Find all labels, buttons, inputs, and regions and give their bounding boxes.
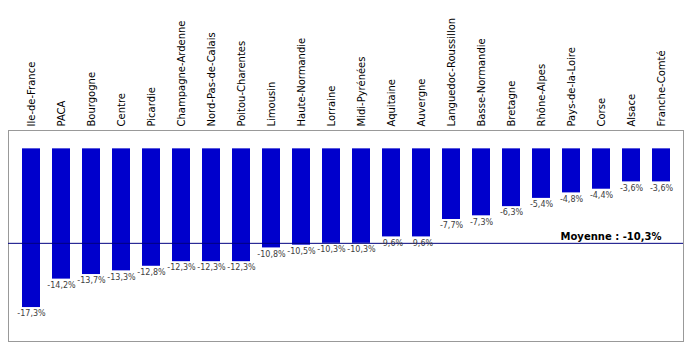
svg-text:-12,8%: -12,8% — [137, 268, 166, 277]
svg-text:Alsace: Alsace — [626, 94, 637, 127]
svg-text:-12,3%: -12,3% — [197, 263, 226, 272]
svg-text:-10,5%: -10,5% — [287, 247, 316, 256]
svg-text:-10,3%: -10,3% — [347, 245, 376, 254]
svg-text:Bourgogne: Bourgogne — [86, 72, 97, 127]
svg-text:-12,3%: -12,3% — [227, 263, 256, 272]
svg-text:-13,3%: -13,3% — [107, 273, 136, 282]
svg-text:Ile-de-France: Ile-de-France — [26, 62, 37, 127]
svg-text:-9,6%: -9,6% — [410, 239, 434, 248]
svg-text:Franche-Comté: Franche-Comté — [656, 50, 667, 126]
svg-text:Haute-Normandie: Haute-Normandie — [296, 38, 307, 127]
svg-text:-4,4%: -4,4% — [590, 191, 614, 200]
svg-text:Nord-Pas-de-Calais: Nord-Pas-de-Calais — [206, 32, 217, 126]
svg-text:PACA: PACA — [56, 100, 67, 126]
svg-text:Poitou-Charentes: Poitou-Charentes — [236, 41, 247, 127]
svg-text:Aquitaine: Aquitaine — [386, 79, 397, 126]
svg-text:-6,3%: -6,3% — [500, 208, 524, 217]
svg-text:-5,4%: -5,4% — [530, 200, 554, 209]
svg-text:-12,3%: -12,3% — [167, 263, 196, 272]
svg-text:Lorraine: Lorraine — [326, 86, 337, 127]
svg-text:Pays-de-la-Loire: Pays-de-la-Loire — [566, 47, 577, 126]
svg-text:Centre: Centre — [116, 93, 127, 126]
svg-text:Picardie: Picardie — [146, 87, 157, 126]
svg-text:Bretagne: Bretagne — [506, 81, 517, 127]
svg-text:-10,8%: -10,8% — [257, 250, 286, 259]
svg-text:-9,6%: -9,6% — [380, 239, 404, 248]
svg-text:Limousin: Limousin — [266, 82, 277, 127]
svg-text:-10,3%: -10,3% — [317, 245, 346, 254]
svg-text:-3,6%: -3,6% — [650, 184, 674, 193]
svg-text:Basse-Normandie: Basse-Normandie — [476, 38, 487, 126]
svg-text:Champagne-Ardenne: Champagne-Ardenne — [176, 21, 187, 127]
svg-text:-7,3%: -7,3% — [470, 217, 494, 226]
svg-text:-7,7%: -7,7% — [440, 221, 464, 230]
svg-text:Corse: Corse — [596, 98, 607, 127]
svg-text:Rhône-Alpes: Rhône-Alpes — [536, 64, 547, 127]
svg-text:-17,3%: -17,3% — [17, 309, 46, 318]
svg-text:-3,6%: -3,6% — [620, 184, 644, 193]
svg-text:-4,8%: -4,8% — [560, 195, 584, 204]
svg-text:Midi-Pyrénées: Midi-Pyrénées — [356, 57, 367, 127]
svg-text:-13,7%: -13,7% — [77, 276, 106, 285]
svg-text:Languedoc-Roussillon: Languedoc-Roussillon — [446, 18, 457, 127]
svg-text:-14,2%: -14,2% — [47, 281, 76, 290]
svg-text:Moyenne : -10,3%: Moyenne : -10,3% — [561, 231, 662, 242]
svg-text:Auvergne: Auvergne — [416, 78, 427, 126]
